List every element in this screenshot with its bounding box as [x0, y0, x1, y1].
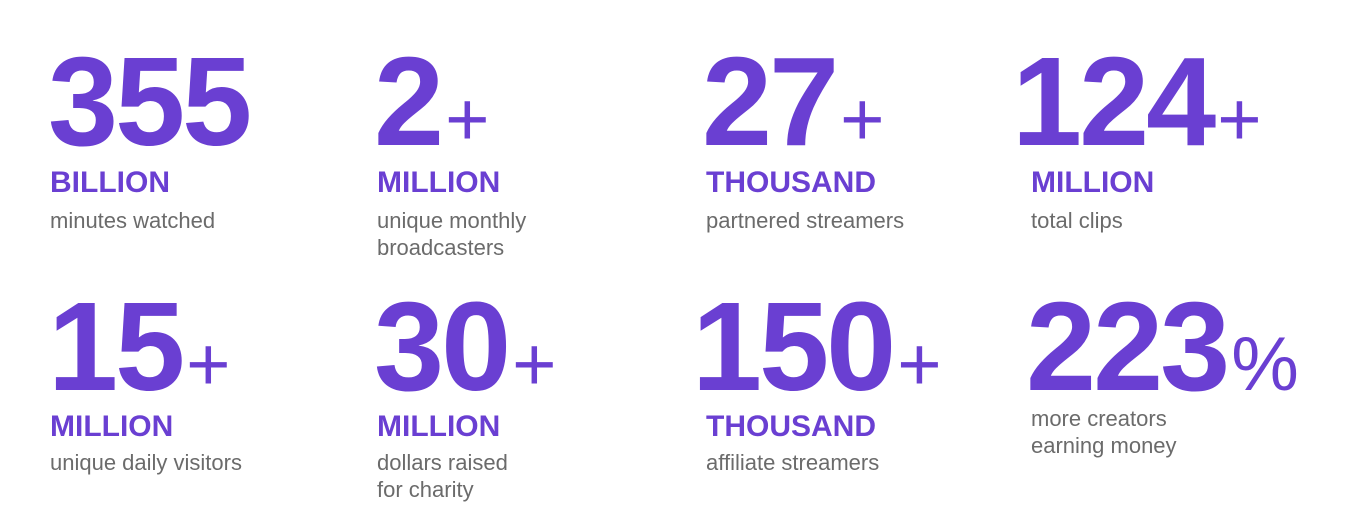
stat-suffix: %	[1231, 322, 1299, 407]
stat-number: 30	[374, 276, 508, 417]
stat-number: 124	[1012, 31, 1216, 172]
stat-description: partnered streamers	[706, 208, 904, 233]
stat-description: unique daily visitors	[50, 450, 242, 475]
stat-unit: MILLION	[1031, 166, 1154, 199]
stat-description: total clips	[1031, 208, 1123, 233]
stat-description: affiliate streamers	[706, 450, 879, 475]
stat-description: for charity	[377, 477, 474, 502]
stat-number: 223	[1026, 276, 1227, 417]
stat-figure: 124+	[1012, 31, 1262, 172]
stat-number: 27	[702, 31, 836, 172]
stat-suffix: +	[186, 322, 230, 407]
stat-unit: MILLION	[377, 166, 500, 199]
stat-figure: 2+	[374, 31, 489, 172]
stat-number: 2	[374, 31, 441, 172]
stat-number: 15	[48, 276, 182, 417]
stat-unit: THOUSAND	[706, 166, 876, 199]
stat-suffix: +	[1217, 77, 1261, 162]
stat-figure: 15+	[48, 276, 231, 417]
stat-figure: 30+	[374, 276, 557, 417]
stat-description: broadcasters	[377, 235, 504, 260]
stat-figure: 223%	[1026, 276, 1299, 417]
stat-unit: MILLION	[377, 410, 500, 443]
stat-figure: 27+	[702, 31, 885, 172]
stat-unit: BILLION	[50, 166, 170, 199]
stat-description: dollars raised	[377, 450, 508, 475]
stat-suffix: +	[897, 322, 941, 407]
stat-suffix: +	[512, 322, 556, 407]
stat-description: minutes watched	[50, 208, 215, 233]
stat-number: 150	[692, 276, 893, 417]
stat-unit: MILLION	[50, 410, 173, 443]
stat-description: earning money	[1031, 433, 1177, 458]
stat-description: unique monthly	[377, 208, 526, 233]
stat-suffix: +	[445, 77, 489, 162]
stat-number: 355	[48, 31, 249, 172]
stat-figure: 355	[48, 31, 249, 172]
stat-figure: 150+	[692, 276, 942, 417]
stat-description: more creators	[1031, 406, 1167, 431]
stat-suffix: +	[840, 77, 884, 162]
stat-unit: THOUSAND	[706, 410, 876, 443]
